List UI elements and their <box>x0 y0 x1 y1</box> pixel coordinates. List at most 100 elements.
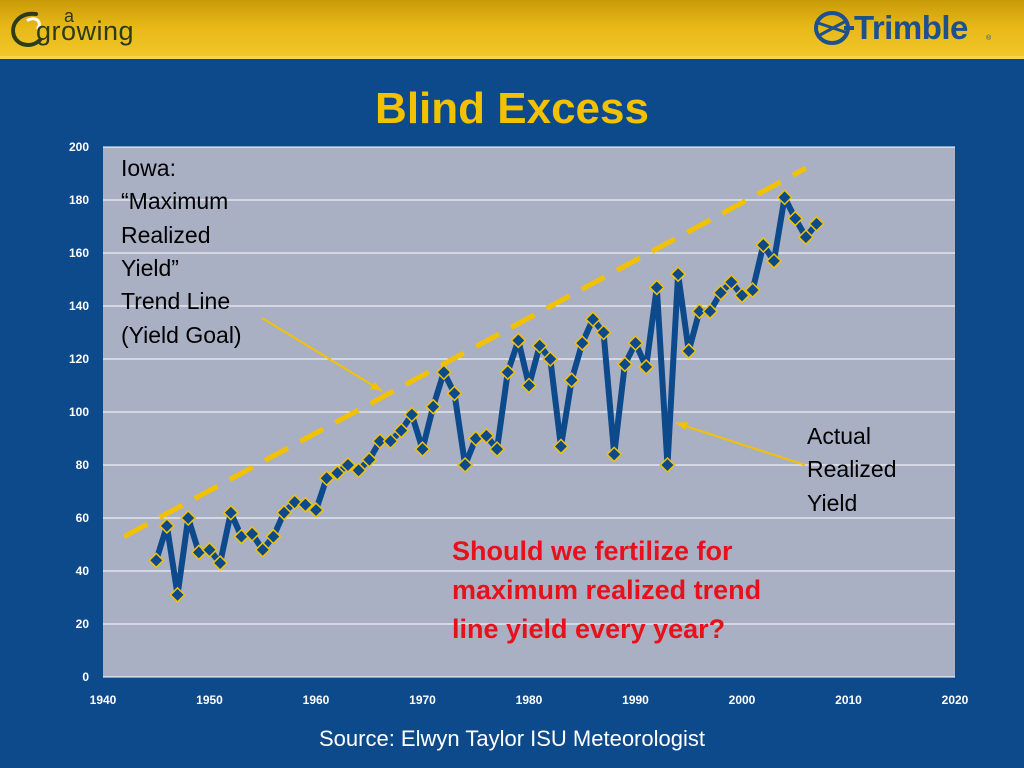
trend-annotation-line: “Maximum <box>121 188 229 215</box>
x-tick-label: 2020 <box>942 693 969 707</box>
trend-annotation-line: Realized <box>121 221 211 248</box>
data-point <box>755 236 772 254</box>
trend-annotation-line: (Yield Goal) <box>121 321 242 348</box>
logo-name: Trimble <box>854 9 968 46</box>
actual-callout-line <box>675 422 806 466</box>
trend-annotation: Iowa: “Maximum Realized Yield” Trend Lin… <box>121 152 242 352</box>
trend-annotation-line: Yield” <box>121 255 179 282</box>
swirl-logo-icon <box>11 11 42 47</box>
y-tick-label: 0 <box>82 670 89 684</box>
y-tick-label: 100 <box>69 405 89 419</box>
data-point <box>670 266 687 283</box>
data-point <box>222 504 239 521</box>
data-point <box>169 586 186 603</box>
x-tick-label: 2010 <box>835 693 862 707</box>
logo-word: growing <box>36 16 135 46</box>
data-point <box>435 364 452 381</box>
data-point <box>488 441 506 458</box>
data-point <box>478 427 495 444</box>
data-point <box>520 377 538 394</box>
data-point <box>616 356 633 373</box>
gridlines <box>103 146 955 678</box>
actual-callout-arrowhead <box>676 422 688 430</box>
data-point <box>808 215 825 232</box>
data-point <box>648 279 665 296</box>
data-point <box>574 335 591 352</box>
x-tick-label: 1960 <box>303 693 330 707</box>
y-tick-label: 20 <box>76 617 90 631</box>
data-point <box>776 189 793 206</box>
trimble-logo: Trimble ® <box>814 5 994 49</box>
actual-annotation-line: Yield <box>807 489 858 516</box>
question-line: line yield every year? <box>452 614 726 645</box>
data-point <box>744 282 761 299</box>
x-tick-label: 1970 <box>409 693 436 707</box>
header-bar: a growing Trimble ® <box>0 0 1024 59</box>
data-point <box>638 358 655 376</box>
data-point <box>158 517 175 535</box>
data-point <box>765 252 783 270</box>
trend-annotation-line: Trend Line <box>121 288 231 315</box>
data-point <box>712 284 729 301</box>
data-markers <box>148 189 825 603</box>
data-point <box>382 433 399 450</box>
actual-annotation: Actual Realized Yield <box>807 420 897 520</box>
y-tick-label: 80 <box>76 458 90 472</box>
question-line: maximum realized trend <box>452 575 762 606</box>
data-point <box>307 501 325 519</box>
y-tick-label: 160 <box>69 246 89 260</box>
data-point <box>393 422 410 439</box>
x-tick-label: 1980 <box>516 693 543 707</box>
x-tick-label: 2000 <box>729 693 756 707</box>
data-point <box>457 456 474 474</box>
data-point <box>701 303 719 320</box>
y-tick-label: 200 <box>69 140 89 154</box>
growing-logo: a growing <box>6 4 166 52</box>
trend-annotation-line: Iowa: <box>121 155 176 181</box>
trend-callout-line <box>261 317 383 392</box>
data-point <box>510 332 527 349</box>
data-point <box>244 525 261 542</box>
data-point <box>414 441 431 458</box>
trend-line <box>123 166 808 539</box>
data-point <box>201 541 218 558</box>
data-point <box>659 456 676 474</box>
data-point <box>680 342 697 360</box>
slide-title: Blind Excess <box>375 84 649 133</box>
x-tick-label: 1950 <box>196 693 223 707</box>
y-tick-label: 60 <box>76 511 90 525</box>
data-point <box>499 364 516 381</box>
actual-annotation-line: Realized <box>807 456 897 483</box>
data-point <box>297 496 314 513</box>
data-point <box>339 456 357 474</box>
data-point <box>552 438 570 455</box>
data-point <box>595 324 612 341</box>
data-point <box>606 446 623 463</box>
question-line: Should we fertilize for <box>452 536 733 566</box>
data-point <box>318 470 335 487</box>
data-point <box>329 464 346 482</box>
data-point <box>531 337 548 354</box>
x-tick-label: 1940 <box>90 693 117 707</box>
data-point <box>275 504 293 521</box>
x-tick-label: 1990 <box>622 693 649 707</box>
trend-callout-arrowhead <box>370 382 382 391</box>
data-point <box>148 552 165 569</box>
y-tick-label: 40 <box>76 564 90 578</box>
data-point <box>797 229 814 246</box>
data-point <box>425 398 442 415</box>
y-tick-label: 180 <box>69 193 89 207</box>
data-point <box>212 554 229 572</box>
data-point <box>723 274 740 291</box>
data-point <box>350 462 367 479</box>
data-point <box>733 287 751 304</box>
y-axis-ticks: 0 20 40 60 80 100 120 140 160 180 200 <box>69 140 89 684</box>
actual-annotation-line: Actual <box>807 423 871 449</box>
logo-prefix: a <box>64 6 75 26</box>
data-point <box>180 509 197 527</box>
data-point <box>403 406 420 423</box>
data-point <box>787 210 804 227</box>
data-point <box>446 385 463 402</box>
data-point <box>563 372 580 389</box>
